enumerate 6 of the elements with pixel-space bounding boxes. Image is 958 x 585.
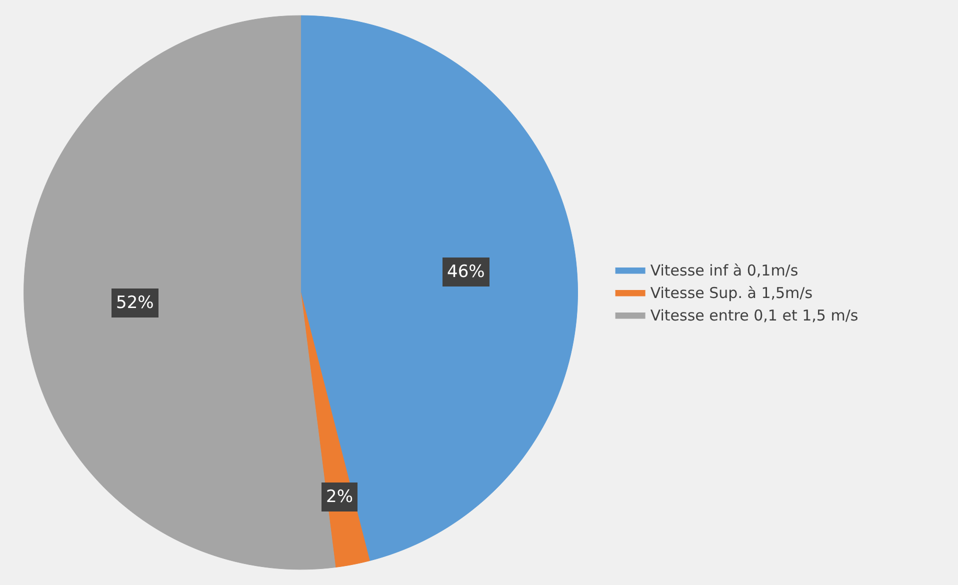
data-label: 46% <box>447 262 485 282</box>
legend-label: Vitesse inf à 0,1m/s <box>650 262 798 280</box>
data-label: 2% <box>326 487 353 507</box>
legend-label: Vitesse Sup. à 1,5m/s <box>650 284 813 302</box>
legend-label: Vitesse entre 0,1 et 1,5 m/s <box>650 306 858 325</box>
data-label: 52% <box>116 293 154 313</box>
